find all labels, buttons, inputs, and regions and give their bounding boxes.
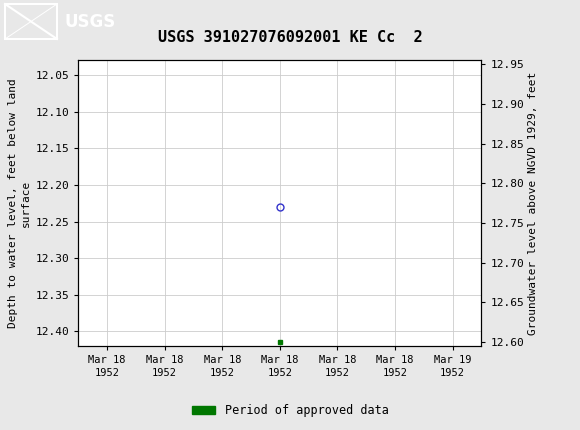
Text: USGS: USGS xyxy=(65,13,116,31)
Bar xyxy=(5,4,57,39)
Y-axis label: Groundwater level above NGVD 1929, feet: Groundwater level above NGVD 1929, feet xyxy=(528,71,538,335)
Legend: Period of approved data: Period of approved data xyxy=(187,399,393,422)
Text: USGS 391027076092001 KE Cc  2: USGS 391027076092001 KE Cc 2 xyxy=(158,30,422,45)
Y-axis label: Depth to water level, feet below land
surface: Depth to water level, feet below land su… xyxy=(8,78,31,328)
